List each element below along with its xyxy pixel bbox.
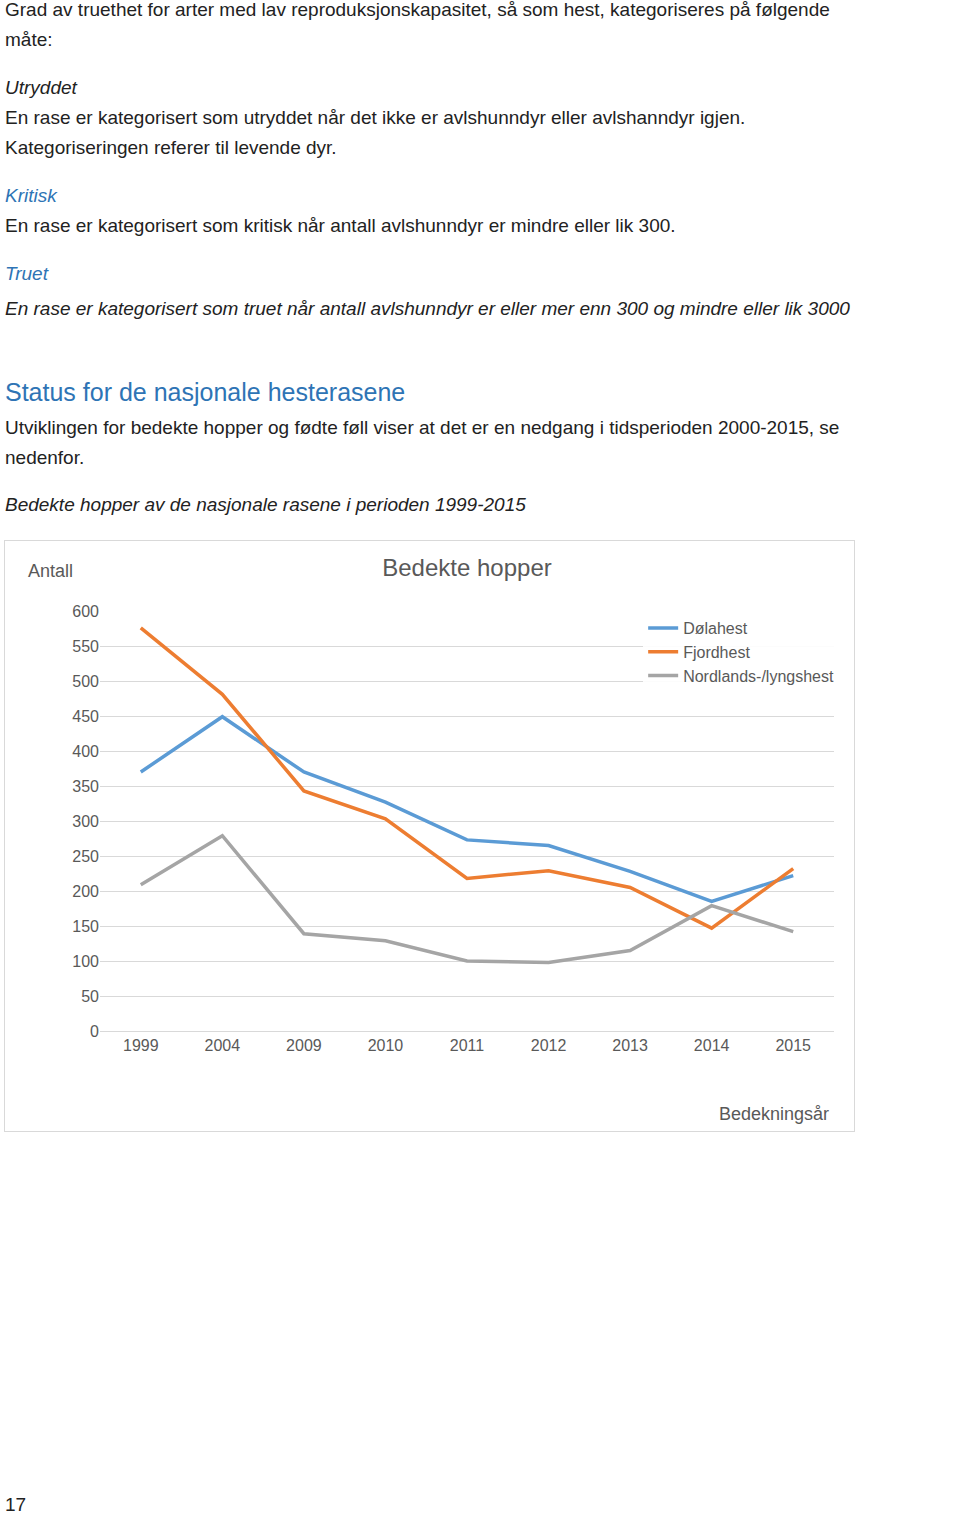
html-text:Kategoriseringen referer til l: Kategoriseringen referer til levende dyr… [5,137,337,158]
html-text:En rase er kategorisert som ut: En rase er kategorisert som utryddet når… [5,107,746,128]
svg-text:400: 400 [72,743,99,760]
svg-text:0: 0 [90,1023,99,1040]
svg-text:2010: 2010 [368,1037,404,1054]
svg-text:2012: 2012 [531,1037,567,1054]
svg-text:550: 550 [72,638,99,655]
svg-text:2013: 2013 [612,1037,648,1054]
svg-text:1999: 1999 [123,1037,159,1054]
svg-text:500: 500 [72,673,99,690]
svg-text:Dølahest: Dølahest [683,620,748,637]
html-text:nedenfor.: nedenfor. [5,447,85,468]
svg-text:2011: 2011 [450,1037,485,1054]
html-text:Utryddet: Utryddet [5,77,77,98]
svg-text:2009: 2009 [286,1037,322,1054]
svg-text:50: 50 [81,988,99,1005]
html-text:17: 17 [5,1494,27,1514]
svg-text:2004: 2004 [205,1037,241,1054]
svg-text:Fjordhest: Fjordhest [683,644,750,661]
html-text:Grad av truethet for arter med: Grad av truethet for arter med lav repro… [5,0,830,20]
svg-text:250: 250 [72,848,99,865]
svg-text:Antall: Antall [28,561,73,581]
svg-text:100: 100 [72,953,99,970]
svg-text:Bedekningsår: Bedekningsår [719,1104,829,1124]
html-text:Truet: Truet [5,263,48,284]
html-text:Kritisk: Kritisk [5,185,57,206]
html-text:En rase er kategorisert som tr: En rase er kategorisert som truet når an… [5,298,850,319]
svg-text:600: 600 [72,603,99,620]
svg-text:350: 350 [72,778,99,795]
html-text:Status for de nasjonale hester: Status for de nasjonale hesterasene [5,378,406,406]
svg-text:200: 200 [72,883,99,900]
html-text:Utviklingen for bedekte hopper: Utviklingen for bedekte hopper og fødte … [5,417,840,438]
svg-text:150: 150 [72,918,99,935]
svg-text:2014: 2014 [694,1037,730,1054]
svg-text:Bedekte hopper: Bedekte hopper [382,554,551,581]
html-text:Bedekte hopper av de nasjonale: Bedekte hopper av de nasjonale rasene i … [5,494,526,515]
svg-text:300: 300 [72,813,99,830]
svg-text:Nordlands-/lyngshest: Nordlands-/lyngshest [683,668,834,685]
svg-text:450: 450 [72,708,99,725]
html-text:En rase er kategorisert som kr: En rase er kategorisert som kritisk når … [5,215,676,236]
html-text:måte:: måte: [5,29,53,50]
svg-text:2015: 2015 [775,1037,811,1054]
